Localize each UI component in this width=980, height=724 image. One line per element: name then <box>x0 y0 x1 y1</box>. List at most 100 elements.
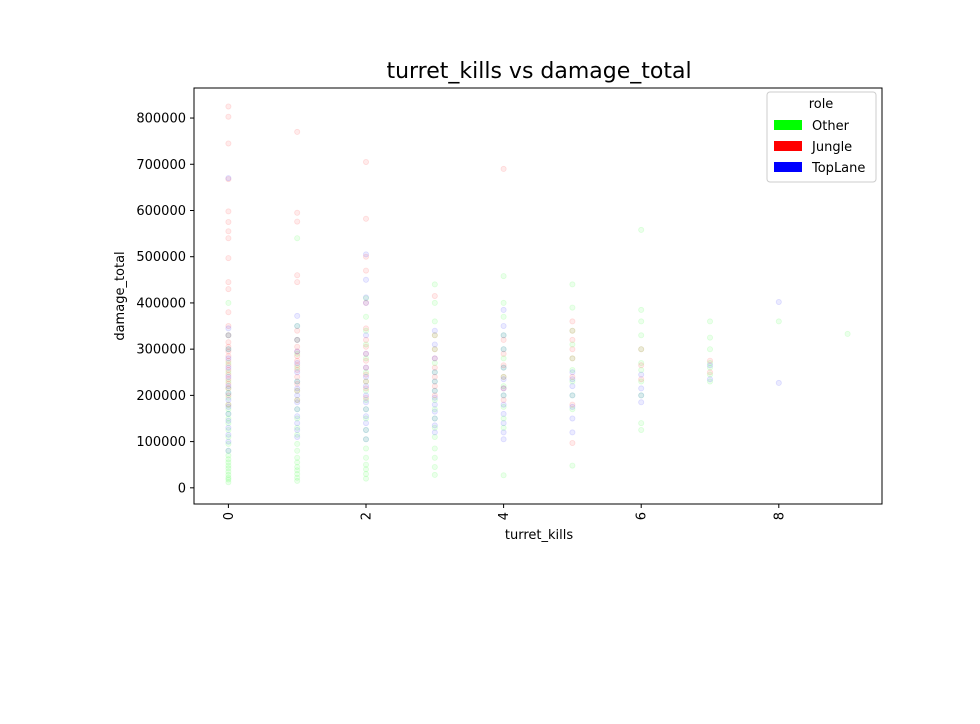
data-point <box>294 396 301 403</box>
data-point <box>225 339 232 346</box>
data-point <box>225 424 232 431</box>
data-point <box>225 208 232 215</box>
data-point <box>362 299 369 306</box>
data-point <box>294 312 301 319</box>
data-point <box>294 350 301 357</box>
data-point <box>500 332 507 339</box>
data-point <box>500 401 507 408</box>
data-point <box>294 387 301 394</box>
data-point <box>294 336 301 343</box>
data-point <box>500 385 507 392</box>
data-point <box>569 439 576 446</box>
data-point <box>431 346 438 353</box>
data-point <box>294 359 301 366</box>
data-point <box>362 406 369 413</box>
data-point <box>294 378 301 385</box>
data-point <box>225 396 232 403</box>
data-point <box>362 426 369 433</box>
data-point <box>225 364 232 371</box>
data-point <box>431 415 438 422</box>
data-point <box>707 371 714 378</box>
data-point <box>707 364 714 371</box>
data-point <box>500 306 507 313</box>
data-point <box>294 399 301 406</box>
data-point <box>225 346 232 353</box>
data-point <box>362 378 369 385</box>
data-point <box>431 387 438 394</box>
data-point <box>225 426 232 433</box>
legend-box <box>766 91 877 183</box>
data-point <box>500 364 507 371</box>
y-tick-label: 300000 <box>136 343 186 358</box>
data-point <box>225 378 232 385</box>
data-point <box>294 327 301 334</box>
data-point <box>362 415 369 422</box>
data-point <box>225 401 232 408</box>
data-point <box>775 318 782 325</box>
data-point <box>569 327 576 334</box>
data-point <box>225 394 232 401</box>
plot-area-frame <box>193 87 883 505</box>
data-point <box>225 369 232 376</box>
data-point <box>294 447 301 454</box>
data-point <box>225 235 232 242</box>
data-point <box>638 362 645 369</box>
data-point <box>431 346 438 353</box>
data-point <box>362 371 369 378</box>
data-point <box>362 350 369 357</box>
data-point <box>225 309 232 316</box>
data-point <box>225 366 232 373</box>
x-tick-label: 6 <box>635 512 650 520</box>
data-point <box>431 471 438 478</box>
data-point <box>294 474 301 481</box>
data-point <box>294 348 301 355</box>
data-point <box>225 332 232 339</box>
data-point <box>362 399 369 406</box>
data-point <box>431 369 438 376</box>
data-point <box>294 406 301 413</box>
data-point <box>362 341 369 348</box>
data-point <box>294 364 301 371</box>
data-point <box>362 343 369 350</box>
data-point <box>362 313 369 320</box>
data-point <box>775 298 782 305</box>
data-point <box>225 476 232 483</box>
data-point <box>431 445 438 452</box>
data-point <box>362 406 369 413</box>
data-point <box>431 454 438 461</box>
data-point <box>225 218 232 225</box>
data-point <box>225 348 232 355</box>
data-point <box>294 459 301 466</box>
data-point <box>294 336 301 343</box>
data-point <box>431 369 438 376</box>
data-point <box>225 299 232 306</box>
data-point <box>707 362 714 369</box>
series-toplane <box>225 175 782 454</box>
data-point <box>500 299 507 306</box>
data-point <box>431 378 438 385</box>
data-point <box>569 366 576 373</box>
data-point <box>294 392 301 399</box>
data-point <box>431 392 438 399</box>
data-point <box>225 465 232 472</box>
data-point <box>362 295 369 302</box>
y-tick-label: 700000 <box>136 158 186 173</box>
data-point <box>638 318 645 325</box>
data-point <box>500 472 507 479</box>
legend-swatch-jungle <box>774 141 802 151</box>
data-point <box>225 390 232 397</box>
chart-title: turret_kills vs damage_total <box>386 59 691 84</box>
data-point <box>500 376 507 383</box>
y-tick-label: 600000 <box>136 204 186 219</box>
y-tick-label: 100000 <box>136 435 186 450</box>
y-axis: 0 100000 200000 300000 400000 500000 600000 700… <box>136 112 194 496</box>
legend-swatch-toplane <box>774 162 802 172</box>
data-point <box>362 445 369 452</box>
data-point <box>225 332 232 339</box>
data-point <box>362 385 369 392</box>
data-point <box>431 332 438 339</box>
data-point <box>225 286 232 293</box>
data-point <box>294 454 301 461</box>
data-point <box>500 364 507 371</box>
